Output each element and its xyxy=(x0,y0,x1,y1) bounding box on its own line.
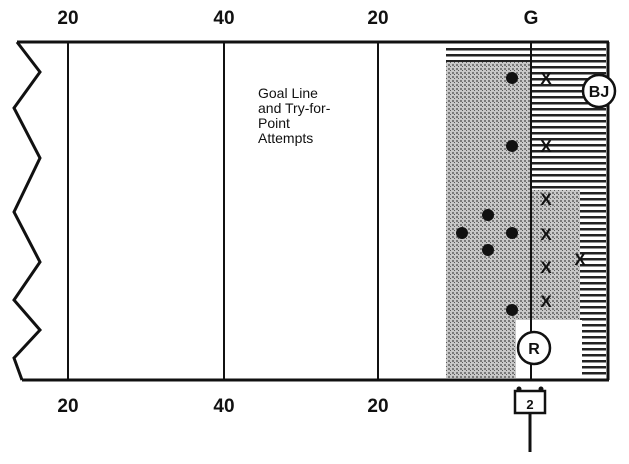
defense-player: X xyxy=(540,137,552,156)
top-yard-label-20-right: 20 xyxy=(367,8,388,30)
shaded-zone-inner xyxy=(532,190,580,320)
down-marker-bolt xyxy=(539,387,544,392)
back-judge-label: BJ xyxy=(589,84,609,101)
down-marker-number: 2 xyxy=(526,397,533,412)
offense-player xyxy=(456,227,468,239)
top-yard-label-20-left: 20 xyxy=(57,8,78,30)
bottom-yard-label-40: 40 xyxy=(213,396,234,418)
offense-player xyxy=(482,244,494,256)
offense-player xyxy=(482,209,494,221)
top-goal-label: G xyxy=(524,8,539,30)
caption-line: Attempts xyxy=(258,131,368,146)
defense-player: X xyxy=(540,292,552,311)
caption-line: Goal Line xyxy=(258,86,368,101)
field-boundary-zigzag xyxy=(14,42,40,380)
defense-player: X xyxy=(540,258,552,277)
offense-player xyxy=(506,304,518,316)
offense-player xyxy=(506,227,518,239)
down-marker-bolt xyxy=(517,387,522,392)
offense-player xyxy=(506,72,518,84)
defense-player: X xyxy=(540,225,552,244)
defense-player: X xyxy=(574,250,586,269)
caption-line: Point xyxy=(258,116,368,131)
offense-player xyxy=(506,140,518,152)
bottom-yard-label-20-right: 20 xyxy=(367,396,388,418)
defense-player: X xyxy=(540,69,552,88)
diagram-caption: Goal Line and Try-for- Point Attempts xyxy=(258,86,368,146)
top-yard-label-40: 40 xyxy=(213,8,234,30)
bottom-yard-label-20-left: 20 xyxy=(57,396,78,418)
referee-label: R xyxy=(528,341,540,358)
caption-line: and Try-for- xyxy=(258,101,368,116)
defense-player: X xyxy=(540,190,552,209)
